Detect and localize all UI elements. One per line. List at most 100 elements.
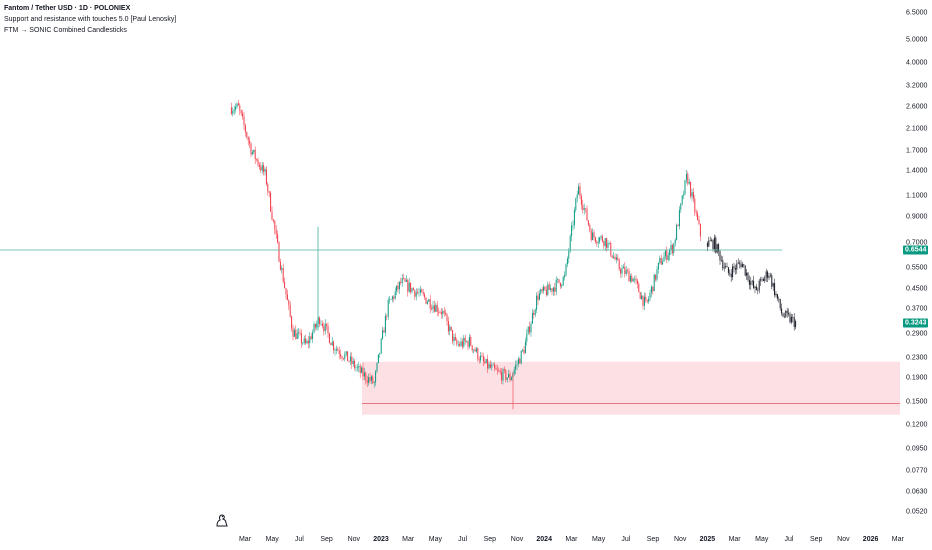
candle-body — [767, 271, 769, 278]
candle-body — [344, 354, 346, 359]
candle-body — [606, 238, 608, 248]
price-axis[interactable]: 6.5000 5.0000 4.0000 3.2000 2.6000 2.1000 1.70… — [900, 0, 932, 530]
candle-body — [554, 287, 556, 292]
candle-body — [334, 350, 336, 351]
candle-body — [753, 280, 755, 288]
price-tick-label: 0.0520 — [906, 508, 928, 516]
candle-body — [363, 372, 365, 377]
support-zone-layer — [362, 361, 900, 415]
candle-body — [362, 367, 364, 377]
time-axis[interactable]: Mar May Jul Sep Nov 2023 Mar May Jul Sep Nov 2024 Ma… — [0, 530, 904, 550]
candle-body — [614, 256, 616, 260]
candle-body — [726, 266, 728, 268]
candle-body — [737, 262, 739, 264]
candle-body — [573, 209, 575, 226]
candle-body — [566, 258, 568, 265]
candle-body — [240, 110, 242, 114]
candle-body — [237, 103, 239, 106]
candle-body — [398, 281, 400, 290]
candle-body — [713, 237, 715, 250]
candle-body — [247, 137, 249, 141]
candle-body — [643, 296, 645, 306]
candle-body — [758, 280, 760, 291]
candle-body — [586, 208, 588, 221]
candle-body — [562, 277, 564, 285]
candle-body — [292, 328, 294, 337]
candle-body — [299, 332, 301, 334]
candle-body — [489, 364, 491, 368]
price-tick-label: 1.7000 — [906, 147, 928, 155]
candle-body — [523, 349, 525, 354]
indicator-candles-label[interactable]: FTM → SONIC Combined Candlesticks — [4, 27, 127, 34]
candle-body — [257, 159, 259, 165]
candle-body — [691, 192, 693, 197]
candle-body — [750, 281, 752, 285]
current-price-badge[interactable]: 0.3243 — [903, 318, 929, 328]
current-price-badge[interactable]: 0.6544 — [903, 245, 929, 255]
candle-body — [411, 288, 413, 292]
candle-body — [506, 377, 508, 380]
candle-body — [761, 279, 763, 280]
candle-body — [564, 275, 566, 278]
candle-body — [548, 284, 550, 290]
candle-body — [505, 370, 507, 380]
candle-body — [638, 283, 640, 293]
candle-body — [323, 326, 325, 332]
candle-body — [324, 323, 326, 332]
candle-body — [741, 264, 743, 268]
candle-body — [681, 195, 683, 204]
candle-body — [312, 332, 314, 339]
candle-body — [345, 351, 347, 355]
symbol-title[interactable]: Fantom / Tether USD · 1D · POLONIEX — [4, 5, 131, 12]
candle-body — [624, 266, 626, 275]
price-tick-label: 2.6000 — [906, 103, 928, 111]
candle-body — [513, 369, 515, 375]
candlestick-chart[interactable] — [0, 0, 900, 530]
indicator-sr-label[interactable]: Support and resistance with touches 5.0 … — [4, 16, 177, 23]
candle-body — [295, 329, 297, 340]
candle-body — [232, 111, 234, 114]
price-tick-label: 0.2900 — [906, 330, 928, 338]
candle-body — [256, 159, 258, 160]
candle-body — [730, 273, 732, 278]
candle-body — [671, 244, 673, 253]
candle-body — [368, 377, 370, 383]
candle-body — [538, 293, 540, 300]
candle-body — [400, 281, 402, 284]
chart-area[interactable]: Fantom / Tether USD · 1D · POLONIEX Supp… — [0, 0, 900, 530]
candle-body — [296, 333, 298, 340]
candle-body — [300, 333, 302, 344]
candle-body — [547, 284, 549, 296]
candle-body — [456, 339, 458, 345]
candle-body — [253, 149, 255, 153]
candle-body — [263, 165, 265, 172]
candle-body — [746, 272, 748, 276]
candle-body — [464, 337, 466, 342]
candle-body — [575, 198, 577, 210]
candle-body — [270, 193, 272, 212]
candle-body — [230, 107, 232, 114]
candle-body — [478, 359, 480, 361]
price-tick-label: 0.0630 — [906, 488, 928, 496]
tradingview-logo-icon[interactable] — [214, 512, 230, 528]
candle-body — [492, 364, 494, 366]
candle-body — [680, 203, 682, 210]
candle-body — [267, 184, 269, 192]
candle-body — [529, 326, 531, 333]
candle-body — [419, 289, 421, 293]
candle-body — [473, 349, 475, 351]
month-tick-label: May — [265, 536, 279, 543]
candle-body — [239, 105, 241, 111]
candle-body — [592, 232, 594, 240]
candle-body — [748, 280, 750, 285]
candle-body — [407, 279, 409, 292]
candle-body — [667, 255, 669, 260]
candle-body — [757, 290, 759, 291]
candle-body — [461, 341, 463, 347]
candle-body — [715, 237, 717, 253]
candle-body — [739, 262, 741, 264]
candle-body — [352, 360, 354, 364]
candle-body — [734, 268, 736, 270]
candle-body — [306, 340, 308, 344]
candle-body — [383, 330, 385, 333]
